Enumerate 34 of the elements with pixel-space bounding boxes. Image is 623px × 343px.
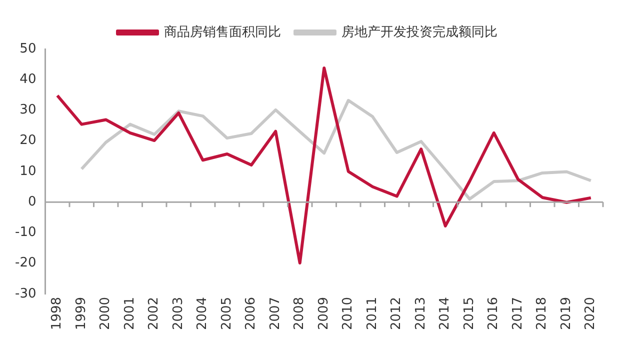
x-tick-label: 2011 xyxy=(364,296,380,330)
y-tick-label: 20 xyxy=(20,133,36,148)
x-tick-label: 1999 xyxy=(74,296,89,330)
x-tick-label: 2017 xyxy=(510,296,526,330)
x-tick-label: 2015 xyxy=(462,296,477,330)
legend-label: 房地产开发投资完成额同比 xyxy=(342,24,498,40)
x-tick-label: 2016 xyxy=(486,296,502,330)
x-tick-label: 2012 xyxy=(389,296,404,330)
y-tick-label: 10 xyxy=(20,164,36,179)
x-tick-label: 2003 xyxy=(170,296,186,330)
y-tick-label: 50 xyxy=(20,41,36,56)
y-tick-label: -30 xyxy=(15,286,36,302)
x-tick-label: 2007 xyxy=(268,296,283,330)
x-tick-label: 2020 xyxy=(583,296,598,330)
y-tick-label: 30 xyxy=(20,102,36,118)
x-tick-label: 2004 xyxy=(195,296,210,330)
x-tick-label: 2014 xyxy=(438,296,453,330)
x-tick-label: 2002 xyxy=(146,296,162,330)
x-tick-label: 1998 xyxy=(50,296,65,330)
x-tick-label: 2000 xyxy=(98,296,114,330)
y-tick-label: -20 xyxy=(15,256,36,271)
x-tick-label: 2006 xyxy=(244,296,259,330)
x-tick-label: 2010 xyxy=(340,296,356,330)
x-tick-label: 2008 xyxy=(292,296,308,330)
x-tick-label: 2001 xyxy=(122,296,138,330)
y-tick-label: -10 xyxy=(15,225,36,240)
x-tick-label: 2005 xyxy=(219,296,234,330)
x-tick-label: 2019 xyxy=(559,296,574,330)
x-tick-label: 2018 xyxy=(534,296,550,330)
x-tick-label: 2009 xyxy=(316,296,332,330)
x-tick-label: 2013 xyxy=(413,296,428,330)
y-tick-label: 40 xyxy=(20,72,36,87)
y-tick-label: 0 xyxy=(28,194,36,210)
legend-label: 商品房销售面积同比 xyxy=(164,24,281,40)
